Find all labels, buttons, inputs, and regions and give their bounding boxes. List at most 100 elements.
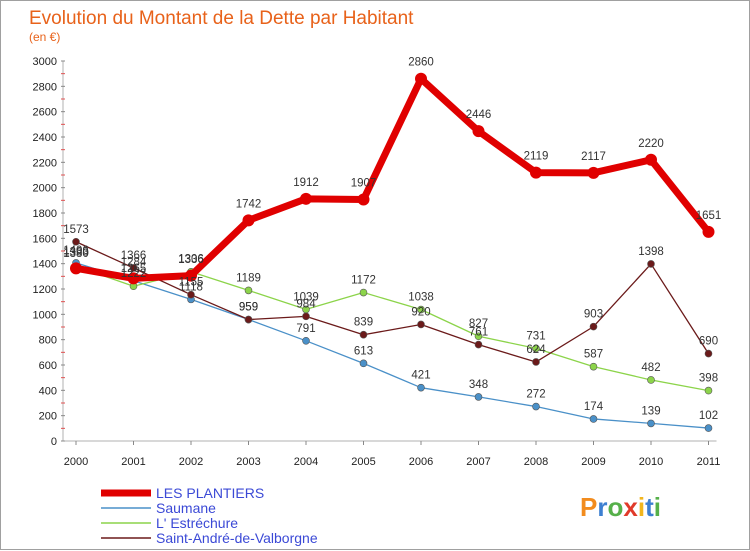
legend-label: Saumane: [156, 500, 216, 516]
data-point: [359, 330, 368, 339]
data-label: 1406: [63, 245, 89, 257]
data-label: 984: [296, 298, 316, 310]
data-point: [589, 415, 598, 423]
legend-label: Saint-André-de-Valborgne: [156, 530, 318, 546]
data-label: 1039: [293, 291, 319, 303]
data-label: 174: [584, 401, 604, 413]
data-label: 761: [469, 327, 488, 339]
data-point: [127, 272, 140, 285]
data-point: [417, 305, 425, 314]
data-label: 1907: [351, 177, 377, 189]
data-label: 102: [699, 410, 718, 422]
data-point: [704, 424, 713, 432]
data-point: [647, 419, 655, 428]
data-point: [417, 383, 425, 392]
y-tick-label: 2400: [33, 132, 57, 144]
x-tick-label: 2006: [409, 456, 433, 468]
data-label: 1336: [178, 254, 204, 266]
data-labels: 1406 1265 1118 959 791 613 421 348 272 174 139 102 1…: [63, 57, 721, 422]
data-label: 1038: [408, 292, 434, 304]
y-tick-label: 600: [39, 360, 57, 372]
data-point: [530, 166, 542, 179]
data-label: 1366: [121, 250, 147, 262]
data-point: [185, 269, 197, 282]
data-label: 903: [584, 309, 603, 321]
y-tick-label: 2200: [33, 157, 57, 169]
data-label: 1189: [236, 272, 261, 284]
data-point: [72, 237, 80, 246]
data-label: 482: [641, 362, 660, 374]
data-point: [300, 192, 312, 205]
data-label: 1912: [293, 177, 319, 189]
y-tick-label: 1800: [33, 208, 57, 220]
proxiti-logo: Proxiti: [580, 492, 661, 522]
data-label: 1155: [179, 277, 204, 289]
data-label: 272: [526, 389, 545, 401]
data-label: 731: [526, 330, 545, 342]
series-line: [75, 241, 710, 363]
data-label: 1172: [351, 275, 376, 287]
data-point: [242, 214, 255, 227]
data-point: [704, 386, 713, 395]
data-point: [244, 286, 253, 295]
data-label: 1306: [178, 254, 204, 266]
y-tick-label: 1400: [33, 259, 57, 271]
series-line: [75, 262, 710, 429]
y-tick-label: 2000: [33, 183, 57, 195]
x-tick-label: 2005: [351, 456, 375, 468]
x-tick-label: 2001: [121, 456, 145, 468]
data-point: [532, 344, 540, 353]
legend-label: L' Estréchure: [156, 515, 238, 531]
data-point: [302, 337, 310, 345]
data-label: 1380: [63, 248, 89, 260]
data-point: [244, 315, 253, 324]
data-label: 1742: [236, 198, 262, 210]
data-point: [587, 166, 600, 179]
data-label: 1398: [638, 246, 664, 258]
data-point: [704, 349, 713, 358]
data-point: [359, 359, 368, 368]
x-tick-label: 2003: [236, 456, 260, 468]
data-label: 690: [699, 336, 718, 348]
series-line: [72, 75, 712, 282]
data-label: 1222: [121, 268, 147, 280]
data-point: [359, 288, 368, 297]
data-label: 1651: [696, 210, 722, 222]
data-label: 827: [469, 318, 488, 330]
data-label: 2119: [524, 151, 549, 163]
data-label: 1284: [121, 256, 147, 268]
data-point: [474, 332, 483, 341]
x-tick-label: 2009: [581, 456, 605, 468]
data-point: [647, 376, 655, 384]
data-point: [647, 260, 655, 268]
chart-title: Evolution du Montant de la Dette par Hab…: [29, 8, 414, 29]
data-label: 139: [641, 405, 660, 417]
data-label: 920: [411, 306, 430, 318]
data-label: 348: [469, 379, 488, 391]
y-tick-label: 3000: [33, 56, 57, 68]
data-point: [129, 264, 138, 272]
data-label: 1265: [121, 263, 147, 275]
data-point: [417, 320, 425, 329]
series-layer: [70, 72, 715, 432]
data-point: [70, 262, 82, 275]
y-tick-label: 200: [39, 411, 57, 423]
data-point: [645, 153, 657, 166]
data-point: [589, 322, 598, 331]
legend-label: LES PLANTIERS: [156, 485, 264, 501]
data-point: [472, 125, 485, 138]
data-label: 1363: [63, 246, 89, 258]
chart-subtitle: (en €): [29, 30, 60, 44]
data-point: [357, 193, 370, 206]
data-label: 959: [239, 302, 258, 314]
data-point: [532, 402, 540, 411]
data-point: [474, 393, 483, 401]
data-label: 959: [239, 302, 258, 314]
data-label: 1573: [63, 224, 89, 236]
data-label: 624: [526, 344, 546, 356]
data-label: 2860: [408, 57, 434, 69]
y-tick-label: 1200: [33, 284, 57, 296]
